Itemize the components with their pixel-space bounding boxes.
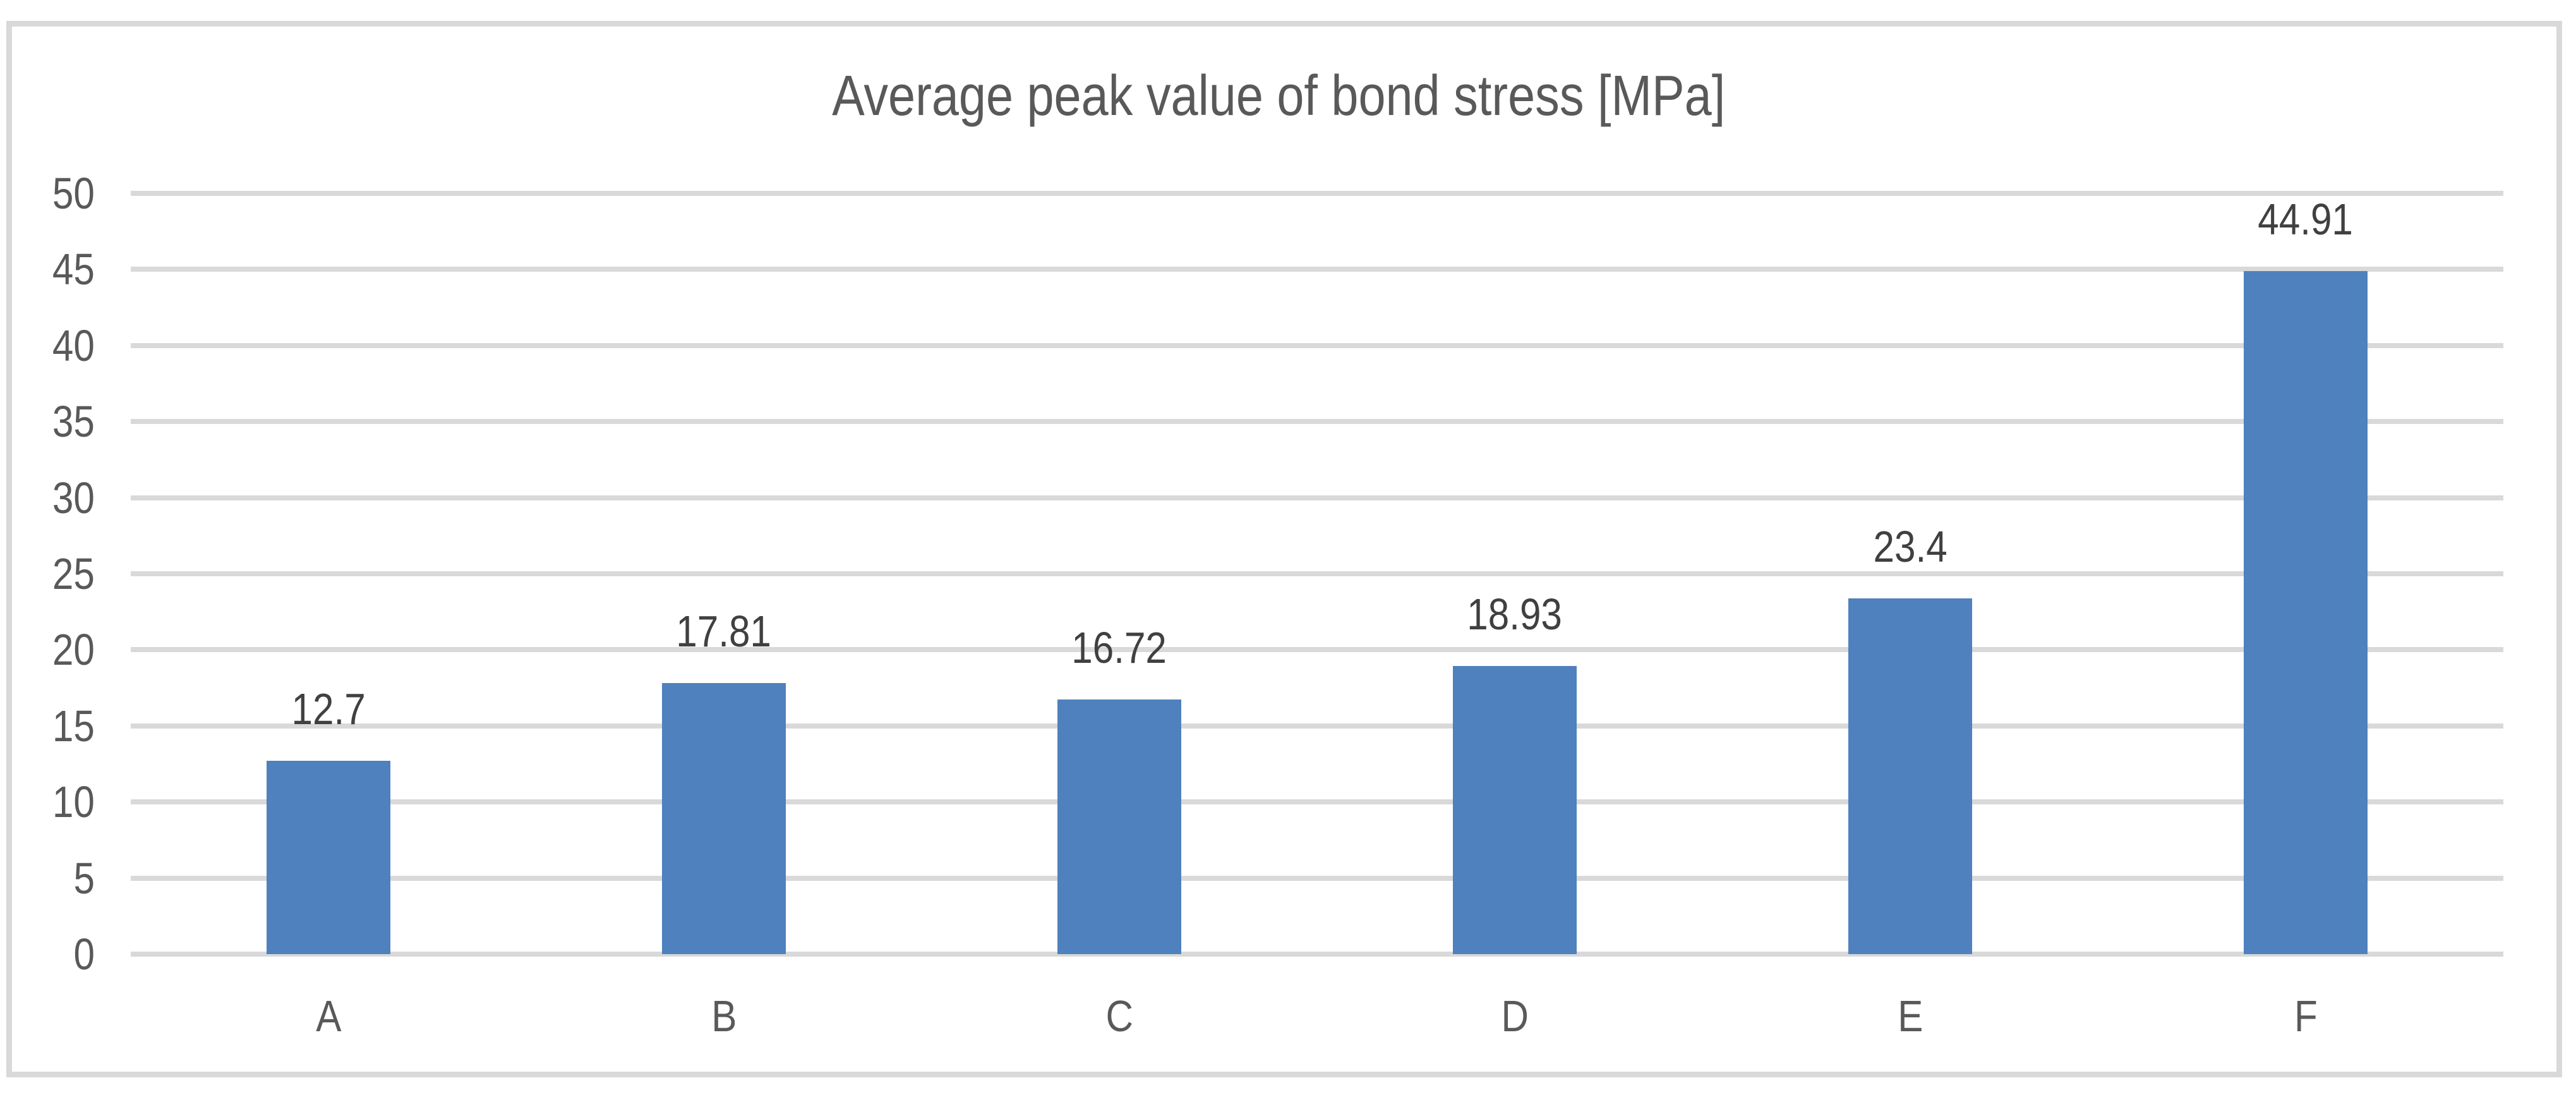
- gridline: [131, 571, 2503, 576]
- gridline: [131, 342, 2503, 348]
- bar-value-label: 17.81: [598, 606, 850, 657]
- y-tick-label-text: 10: [52, 777, 95, 827]
- bar-C: [1057, 699, 1181, 954]
- y-tick-label-text: 40: [52, 320, 95, 370]
- y-tick-label: 45: [0, 244, 95, 294]
- y-tick-label-text: 50: [52, 169, 95, 218]
- bar-D: [1453, 666, 1577, 954]
- chart-title: Average peak value of bond stress [MPa]: [6, 63, 2551, 129]
- x-category-label: D: [1388, 991, 1641, 1041]
- x-category-label-text: F: [2294, 991, 2318, 1041]
- y-tick-label-text: 30: [52, 473, 95, 523]
- y-tick-label: 35: [0, 396, 95, 447]
- y-tick-label: 30: [0, 473, 95, 523]
- y-axis: 0 5 10 15 20 25 30 35 40 45 50: [0, 169, 95, 979]
- gridline: [131, 191, 2503, 196]
- bar-value-label: 44.91: [2179, 194, 2432, 245]
- chart-title-text: Average peak value of bond stress [MPa]: [831, 64, 1726, 128]
- y-tick-label-text: 45: [52, 245, 95, 294]
- gridline: [131, 799, 2503, 805]
- plot-area: 12.7 17.81 16.72 18.93 23.4 44.91: [131, 191, 2503, 957]
- bar-value-label-text: 23.4: [1873, 521, 1947, 571]
- x-category-label-text: B: [711, 991, 737, 1041]
- y-tick-label: 20: [0, 624, 95, 675]
- bar-B: [662, 683, 786, 954]
- gridline: [131, 419, 2503, 425]
- x-category-label: E: [1784, 991, 2037, 1041]
- bar-value-label: 23.4: [1784, 521, 2037, 572]
- bar-E: [1848, 598, 1972, 954]
- x-category-label: F: [2179, 991, 2432, 1041]
- x-category-label: A: [202, 991, 455, 1041]
- bar-value-label-text: 17.81: [676, 607, 772, 657]
- bar-value-label-text: 16.72: [1071, 623, 1167, 673]
- bar-F: [2244, 270, 2368, 954]
- gridline: [131, 267, 2503, 272]
- y-tick-label: 0: [0, 929, 95, 979]
- y-tick-label-text: 0: [73, 929, 95, 979]
- bar-value-label-text: 12.7: [291, 684, 366, 734]
- x-category-label: B: [598, 991, 850, 1041]
- y-tick-label: 15: [0, 701, 95, 751]
- bar-value-label-text: 18.93: [1467, 590, 1563, 639]
- x-axis-line: [131, 952, 2503, 957]
- y-tick-label: 40: [0, 320, 95, 371]
- y-tick-label: 10: [0, 777, 95, 827]
- y-tick-label-text: 5: [73, 853, 95, 903]
- x-axis: A B C D E F: [131, 986, 2503, 1055]
- bar-value-label: 16.72: [993, 622, 1246, 673]
- x-category-label-text: D: [1501, 991, 1529, 1041]
- bar-value-label: 12.7: [202, 684, 455, 734]
- y-tick-label-text: 15: [52, 701, 95, 751]
- chart-frame: Average peak value of bond stress [MPa]: [6, 21, 2562, 1077]
- y-tick-label-text: 20: [52, 625, 95, 675]
- x-category-label-text: A: [315, 991, 342, 1041]
- gridline: [131, 875, 2503, 881]
- bar-A: [267, 761, 390, 954]
- gridline: [131, 723, 2503, 729]
- gridline: [131, 647, 2503, 653]
- y-tick-label: 5: [0, 853, 95, 904]
- x-category-label-text: C: [1105, 991, 1133, 1041]
- bar-value-label: 18.93: [1388, 589, 1641, 639]
- x-category-label: C: [993, 991, 1246, 1041]
- bar-value-label-text: 44.91: [2258, 194, 2354, 244]
- y-tick-label-text: 25: [52, 549, 95, 598]
- y-tick-label-text: 35: [52, 397, 95, 447]
- y-tick-label: 25: [0, 548, 95, 599]
- x-category-label-text: E: [1897, 991, 1923, 1041]
- gridline: [131, 495, 2503, 500]
- y-tick-label: 50: [0, 168, 95, 219]
